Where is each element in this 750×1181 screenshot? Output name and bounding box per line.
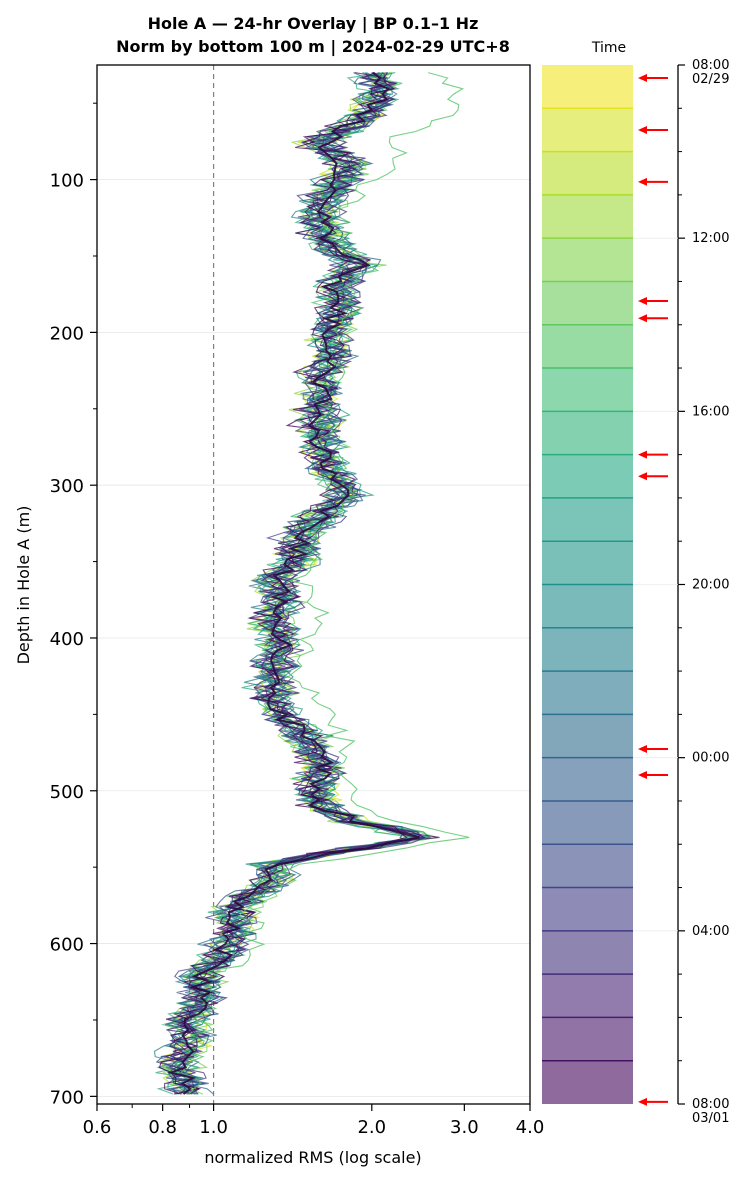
colorbar-segment-5	[542, 281, 633, 325]
x-tick-label-0.6: 0.6	[83, 1117, 112, 1138]
colorbar-segment-11	[542, 541, 633, 585]
y-tick-label-700: 700	[50, 1087, 84, 1108]
colorbar-segment-9	[542, 454, 633, 498]
colorbar-segment-0	[542, 65, 633, 109]
colorbar-segment-18	[542, 844, 633, 888]
colorbar-segment-22	[542, 1017, 633, 1061]
series-line-hour-18	[165, 72, 423, 1095]
colorbar-segment-19	[542, 887, 633, 931]
colorbar-marker-arrowhead-7	[638, 745, 647, 754]
colorbar-segment-21	[542, 974, 633, 1018]
colorbar-tick-label-1: 12:00	[692, 231, 729, 246]
x-axis-ticks: 0.6 0.8 1.0 2.0 3.0 4.0	[83, 1104, 545, 1138]
series-line-hour-22	[166, 72, 427, 1095]
colorbar-segment-6	[542, 324, 633, 369]
colorbar-segment-17	[542, 800, 633, 845]
y-tick-label-500: 500	[50, 782, 84, 803]
series-line-dark	[166, 71, 420, 1095]
series-line-outlier	[179, 72, 470, 1095]
y-tick-label-400: 400	[50, 629, 84, 650]
colorbar-marker-arrowhead-4	[638, 314, 647, 323]
colorbar-tick-date-6: 03/01	[692, 1111, 729, 1126]
y-tick-label-200: 200	[50, 323, 84, 344]
colorbar-tick-label-3: 20:00	[692, 578, 729, 593]
y-axis-ticks: 100 200 300 400 500 600 700	[50, 102, 97, 1108]
colorbar-segment-7	[542, 368, 633, 412]
colorbar-segment-4	[542, 238, 633, 282]
colorbar-marker-arrowhead-6	[638, 472, 647, 481]
colorbar-marker-arrowhead-3	[638, 296, 647, 305]
colorbar-markers	[638, 73, 668, 1106]
series-lines	[153, 71, 470, 1095]
colorbar-segment-15	[542, 714, 633, 758]
colorbar-tick-label-2: 16:00	[692, 404, 729, 419]
colorbar-segment-12	[542, 584, 633, 628]
colorbar-marker-arrowhead-0	[638, 73, 647, 82]
colorbar-segments	[542, 65, 633, 1104]
colorbar-marker-arrowhead-5	[638, 450, 647, 459]
series-line-hour-2	[160, 72, 415, 1095]
grid-lines	[97, 179, 530, 1097]
x-tick-label-3.0: 3.0	[450, 1117, 479, 1138]
x-tick-label-1.0: 1.0	[199, 1117, 228, 1138]
chart-title-line-2: Norm by bottom 100 m | 2024-02-29 UTC+8	[116, 37, 510, 57]
colorbar-marker-arrowhead-9	[638, 1097, 647, 1106]
y-tick-label-300: 300	[50, 476, 84, 497]
colorbar-segment-1	[542, 108, 633, 152]
colorbar-segment-8	[542, 411, 633, 455]
colorbar-segment-2	[542, 151, 633, 195]
colorbar-title: Time	[591, 40, 626, 56]
series-line-hour-24	[158, 72, 408, 1095]
colorbar-marker-arrowhead-1	[638, 125, 647, 134]
colorbar-ticks: 08:0002/2912:0016:0020:0000:0004:0008:00…	[633, 58, 729, 1126]
colorbar-tick-label-6: 08:00	[692, 1097, 729, 1112]
plot-frame	[96, 64, 531, 1105]
series-line-hour-7	[160, 72, 428, 1095]
colorbar-segment-10	[542, 497, 633, 542]
y-axis-label: Depth in Hole A (m)	[14, 506, 33, 665]
colorbar-tick-date-0: 02/29	[692, 72, 729, 87]
colorbar-segment-16	[542, 757, 633, 801]
colorbar: Time 08:0002/2912:0016:0020:0000:0004:00…	[542, 40, 729, 1126]
x-tick-label-4.0: 4.0	[516, 1117, 545, 1138]
colorbar-tick-label-4: 00:00	[692, 751, 729, 766]
colorbar-tick-label-0: 08:00	[692, 58, 729, 73]
x-tick-label-2.0: 2.0	[357, 1117, 386, 1138]
x-axis-label: normalized RMS (log scale)	[204, 1148, 421, 1167]
y-tick-label-100: 100	[50, 171, 84, 192]
colorbar-segment-23	[542, 1060, 633, 1104]
colorbar-tick-label-5: 04:00	[692, 924, 729, 939]
plot-area: 0.6 0.8 1.0 2.0 3.0 4.0 100 200 300 400 500 600 700	[50, 64, 545, 1138]
colorbar-segment-14	[542, 671, 633, 715]
x-tick-label-0.8: 0.8	[148, 1117, 177, 1138]
colorbar-segment-13	[542, 627, 633, 672]
colorbar-segment-20	[542, 930, 633, 975]
chart-title-line-1: Hole A — 24-hr Overlay | BP 0.1–1 Hz	[148, 14, 479, 34]
y-tick-label-600: 600	[50, 935, 84, 956]
colorbar-marker-arrowhead-8	[638, 770, 647, 779]
colorbar-segment-3	[542, 194, 633, 239]
colorbar-marker-arrowhead-2	[638, 177, 647, 186]
